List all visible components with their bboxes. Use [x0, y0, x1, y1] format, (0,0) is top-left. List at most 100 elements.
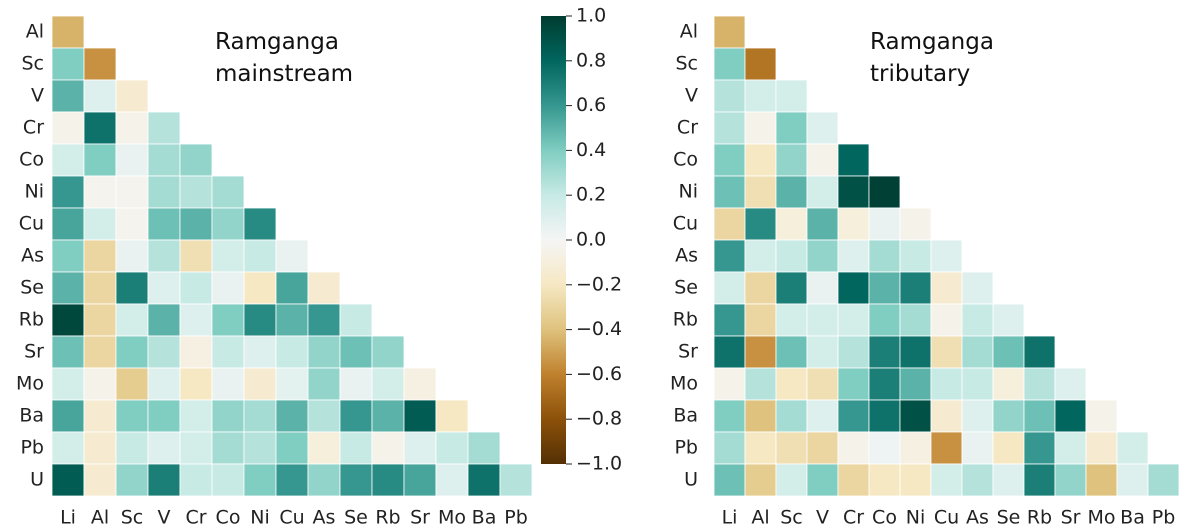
y-tick-label: Se	[20, 277, 44, 299]
cell	[339, 431, 373, 465]
cell	[275, 463, 309, 497]
cell	[899, 271, 932, 305]
cell	[275, 303, 309, 337]
cell	[713, 271, 746, 305]
cell	[868, 463, 901, 497]
cell	[179, 271, 213, 305]
cell	[775, 399, 808, 433]
cell	[837, 463, 870, 497]
cell	[51, 79, 85, 113]
cell	[211, 175, 245, 209]
cell	[744, 463, 777, 497]
cell	[930, 463, 963, 497]
cell	[275, 431, 309, 465]
cell	[899, 463, 932, 497]
cell	[371, 367, 405, 401]
cell	[713, 463, 746, 497]
cell	[83, 207, 117, 241]
cell	[147, 335, 181, 369]
colorbar-tick-label: −0.4	[576, 318, 622, 340]
cell	[837, 143, 870, 177]
cell	[243, 207, 277, 241]
x-tick-label: Sr	[410, 507, 430, 529]
cell	[806, 431, 839, 465]
x-tick-label: Ni	[906, 507, 926, 529]
cell	[868, 303, 901, 337]
cell	[837, 431, 870, 465]
cell	[961, 271, 994, 305]
cell	[930, 271, 963, 305]
cell	[211, 399, 245, 433]
chart-title: Ramganga mainstream	[215, 29, 354, 87]
cell	[744, 431, 777, 465]
cell	[243, 399, 277, 433]
y-tick-label: Al	[26, 21, 44, 43]
y-tick-label: Ni	[679, 181, 699, 203]
x-tick-label: As	[313, 507, 336, 529]
x-tick-label: Li	[722, 507, 738, 529]
y-tick-label: Sr	[678, 341, 698, 363]
x-tick-label: Al	[751, 507, 769, 529]
x-tick-label: Ba	[472, 507, 497, 529]
cell	[744, 143, 777, 177]
cell	[339, 463, 373, 497]
colorbar-tick-label: 0.2	[576, 184, 606, 206]
cell	[83, 271, 117, 305]
cell	[713, 207, 746, 241]
cell	[961, 399, 994, 433]
cell	[775, 175, 808, 209]
cell	[211, 303, 245, 337]
cell	[339, 335, 373, 369]
cell	[775, 431, 808, 465]
cell	[51, 431, 85, 465]
cell	[775, 207, 808, 241]
cell	[744, 367, 777, 401]
cell	[179, 207, 213, 241]
cell	[713, 239, 746, 273]
y-tick-label: Se	[674, 277, 698, 299]
cell	[147, 303, 181, 337]
cell	[806, 303, 839, 337]
cell	[179, 303, 213, 337]
y-tick-label: Mo	[16, 373, 44, 395]
x-tick-label: Se	[997, 507, 1021, 529]
cell	[899, 367, 932, 401]
cell	[51, 463, 85, 497]
y-tick-label: Sc	[21, 53, 44, 75]
cell	[992, 367, 1025, 401]
colorbar-tick-label: −0.6	[576, 363, 622, 385]
cell	[775, 335, 808, 369]
colorbar-tick-label: 1.0	[576, 5, 606, 27]
y-tick-label: V	[685, 85, 698, 107]
cell	[1023, 399, 1056, 433]
cell	[403, 399, 437, 433]
x-tick-label: Cr	[843, 507, 864, 529]
cell	[930, 431, 963, 465]
cell	[51, 111, 85, 145]
cell	[868, 367, 901, 401]
cell	[307, 431, 341, 465]
cell	[115, 399, 149, 433]
cell	[806, 335, 839, 369]
cell	[147, 271, 181, 305]
cell	[868, 431, 901, 465]
cell	[1085, 431, 1118, 465]
cell	[806, 111, 839, 145]
cell	[868, 271, 901, 305]
cell	[499, 463, 533, 497]
y-tick-label: Mo	[670, 373, 698, 395]
cell	[744, 207, 777, 241]
cell	[243, 431, 277, 465]
cell	[211, 367, 245, 401]
cell	[775, 143, 808, 177]
y-tick-label: Al	[680, 21, 698, 43]
cell	[211, 239, 245, 273]
cell	[1116, 431, 1149, 465]
cell	[115, 207, 149, 241]
cell	[1085, 463, 1118, 497]
colorbar-tick-label: 0.4	[576, 139, 606, 161]
cell	[992, 431, 1025, 465]
cell	[339, 399, 373, 433]
cell	[147, 463, 181, 497]
cell	[837, 207, 870, 241]
